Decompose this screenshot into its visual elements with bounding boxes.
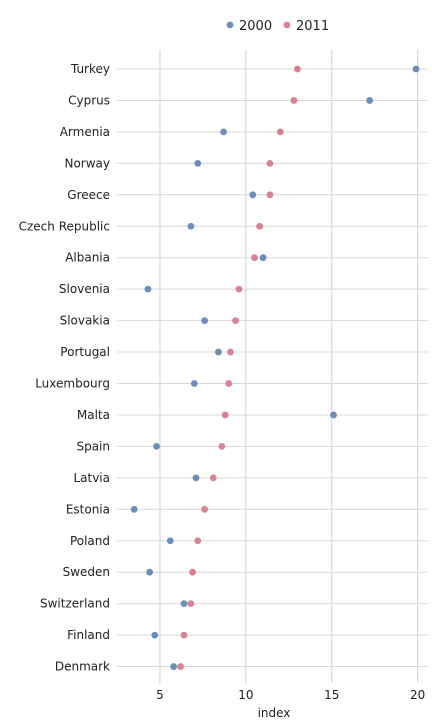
category-label: Spain (76, 439, 110, 453)
point-2011-slovenia (235, 285, 243, 293)
point-2000-sweden (146, 568, 154, 576)
legend-swatch-2000 (226, 21, 234, 29)
category-label: Cyprus (68, 93, 110, 107)
category-label: Armenia (60, 125, 110, 139)
point-2000-denmark (170, 663, 178, 670)
point-2000-switzerland (180, 600, 188, 608)
point-2000-slovenia (144, 285, 152, 293)
legend-label-2000: 2000 (239, 19, 272, 34)
point-2000-estonia (130, 505, 138, 513)
point-2000-latvia (192, 474, 200, 482)
point-2000-norway (194, 159, 202, 167)
x-tick-label: 15 (324, 688, 339, 702)
x-tick-label: 5 (156, 688, 164, 702)
point-2000-slovakia (201, 317, 209, 324)
point-2011-malta (221, 411, 229, 419)
category-label: Switzerland (40, 597, 110, 611)
category-label: Latvia (73, 471, 110, 485)
category-label: Norway (64, 156, 110, 170)
category-label: Albania (65, 251, 110, 265)
point-2000-luxembourg (190, 380, 198, 387)
legend: 2000 2011 (226, 19, 329, 34)
point-2011-czech-republic (256, 222, 264, 230)
x-tick-label: 20 (410, 688, 425, 702)
point-2000-malta (330, 411, 337, 419)
point-2011-denmark (177, 663, 184, 670)
category-label: Greece (67, 188, 110, 202)
point-2000-czech-republic (187, 222, 195, 230)
point-2011-cyprus (290, 97, 298, 104)
point-2000-turkey (412, 65, 420, 73)
point-2011-latvia (209, 474, 217, 482)
x-tick-label: 10 (238, 688, 253, 702)
point-2011-estonia (201, 505, 209, 513)
point-2011-poland (194, 537, 202, 545)
category-label: Denmark (55, 660, 110, 674)
category-label: Turkey (70, 62, 110, 76)
point-2000-poland (166, 537, 174, 545)
category-label: Luxembourg (35, 377, 110, 391)
point-2011-sweden (189, 568, 197, 576)
point-2011-luxembourg (225, 380, 233, 387)
category-label: Slovenia (59, 282, 110, 296)
point-2011-portugal (227, 348, 234, 356)
point-2011-spain (218, 443, 226, 450)
point-2011-albania (251, 254, 258, 262)
point-2011-armenia (276, 128, 284, 136)
x-axis-ticks: 5 10 15 20 (156, 688, 425, 702)
category-label: Finland (67, 628, 110, 642)
category-label: Estonia (66, 502, 110, 516)
point-2000-armenia (220, 128, 227, 136)
point-2011-norway (266, 159, 274, 167)
point-2011-finland (180, 631, 188, 639)
category-labels: Turkey Cyprus Armenia Norway Greece Czech Rep… (19, 62, 110, 674)
point-2011-slovakia (232, 317, 239, 324)
category-label: Poland (70, 534, 110, 548)
data-points (130, 65, 420, 670)
legend-label-2011: 2011 (296, 19, 329, 34)
point-2000-finland (151, 631, 159, 639)
point-2000-cyprus (366, 97, 373, 104)
point-2011-switzerland (187, 600, 195, 608)
point-2000-greece (249, 191, 257, 199)
point-2000-spain (153, 443, 160, 450)
horizontal-gridlines (117, 68, 428, 668)
category-label: Portugal (60, 345, 110, 359)
point-2000-albania (259, 254, 267, 262)
category-label: Sweden (63, 565, 110, 579)
point-2000-portugal (214, 348, 222, 356)
category-label: Slovakia (60, 314, 110, 328)
x-axis-label: index (258, 706, 291, 720)
point-2011-turkey (294, 65, 301, 73)
point-2011-greece (266, 191, 274, 199)
category-label: Czech Republic (19, 219, 110, 233)
vertical-gridlines (159, 50, 419, 683)
category-label: Malta (77, 408, 110, 422)
legend-swatch-2011 (283, 21, 291, 29)
